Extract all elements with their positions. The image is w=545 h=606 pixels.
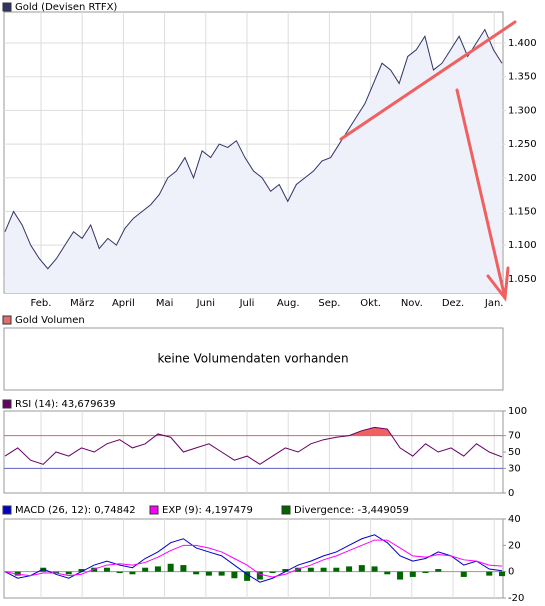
- legend-label: EXP (9): 4,197479: [162, 505, 253, 516]
- x-tick-label: April: [112, 298, 135, 309]
- divergence-bar: [78, 569, 85, 572]
- x-tick-label: Dez.: [442, 298, 464, 309]
- divergence-bar: [91, 567, 98, 572]
- divergence-bar: [103, 567, 110, 572]
- divergence-bar: [282, 569, 289, 572]
- divergence-bar: [14, 571, 21, 576]
- divergence-bar: [154, 566, 161, 572]
- divergence-bar: [142, 567, 149, 572]
- x-tick-label: Nov.: [401, 298, 423, 309]
- legend-label: Gold Volumen: [15, 315, 85, 326]
- panel-frame: [3, 327, 504, 391]
- y-tick-label: 0: [508, 488, 514, 499]
- x-tick-label: Feb.: [31, 298, 52, 309]
- divergence-bar: [307, 567, 314, 572]
- divergence-bar: [193, 571, 200, 575]
- legend-label: Divergence: -3,449059: [294, 505, 409, 516]
- x-tick-label: Okt.: [360, 298, 381, 309]
- y-tick-label: 70: [508, 431, 521, 442]
- macd-line: [4, 534, 503, 583]
- price-line: [4, 28, 503, 270]
- divergence-bar: [499, 571, 505, 577]
- y-tick-label: 30: [508, 463, 521, 474]
- divergence-bar: [460, 571, 467, 577]
- x-tick-label: Sep.: [318, 298, 340, 309]
- divergence-bar: [167, 563, 174, 572]
- no-data-message: keine Volumendaten vorhanden: [157, 352, 348, 366]
- y-tick-label: 20: [508, 540, 521, 551]
- exp-line: [4, 539, 503, 578]
- divergence-bar: [256, 571, 263, 580]
- divergence-bar: [40, 567, 47, 572]
- y-tick-label: 1.200: [508, 173, 537, 184]
- panel-frame: [3, 410, 504, 494]
- legend-swatch: [2, 315, 12, 325]
- divergence-bar: [269, 571, 276, 573]
- arrow-shaft: [455, 88, 507, 300]
- legend-label: RSI (14): 43,679639: [15, 399, 116, 410]
- rsi-line: [4, 426, 503, 465]
- y-tick-label: 1.300: [508, 105, 537, 116]
- divergence-bar: [180, 565, 187, 572]
- divergence-bar: [358, 565, 365, 572]
- divergence-bar: [422, 571, 429, 573]
- legend-label: MACD (26, 12): 0,74842: [15, 505, 136, 516]
- y-tick-label: 1.400: [508, 38, 537, 49]
- y-tick-label: 1.100: [508, 240, 537, 251]
- legend-swatch: [149, 505, 159, 515]
- divergence-bar: [333, 567, 340, 572]
- divergence-bar: [244, 571, 251, 581]
- y-tick-label: 40: [508, 514, 521, 525]
- divergence-bar: [52, 571, 59, 573]
- legend-label: Gold (Devisen RTFX): [15, 2, 117, 13]
- divergence-bar: [371, 566, 378, 572]
- divergence-bar: [346, 566, 353, 572]
- arrow-head: [486, 266, 510, 302]
- x-tick-label: Mai: [156, 298, 174, 309]
- x-tick-label: Juni: [196, 298, 215, 309]
- divergence-bar: [486, 571, 493, 576]
- y-tick-label: 1.350: [508, 72, 537, 83]
- divergence-bar: [384, 571, 391, 575]
- price-area: [5, 29, 502, 293]
- x-tick-label: Aug.: [277, 298, 300, 309]
- legend-swatch: [2, 505, 12, 515]
- legend-swatch: [2, 399, 12, 409]
- y-tick-label: -20: [508, 593, 524, 604]
- y-tick-label: 1.250: [508, 139, 537, 150]
- divergence-bar: [129, 571, 136, 575]
- divergence-bar: [397, 571, 404, 580]
- legend-swatch: [281, 505, 291, 515]
- panel-frame: [3, 518, 504, 599]
- divergence-bar: [231, 571, 238, 579]
- y-tick-label: 1.150: [508, 206, 537, 217]
- divergence-bar: [435, 569, 442, 572]
- divergence-bar: [205, 571, 212, 576]
- divergence-bar: [218, 571, 225, 576]
- legend-swatch: [2, 2, 12, 12]
- y-tick-label: 100: [508, 406, 527, 417]
- y-tick-label: 50: [508, 447, 521, 458]
- x-tick-label: Jan.: [484, 298, 504, 309]
- y-tick-label: 0: [508, 567, 514, 578]
- y-tick-label: 1.050: [508, 274, 537, 285]
- x-tick-label: Juli: [239, 298, 255, 309]
- overbought-fill: [155, 427, 392, 436]
- x-tick-label: März: [70, 298, 94, 309]
- divergence-bar: [409, 571, 416, 577]
- trend-line: [339, 20, 517, 141]
- divergence-bar: [116, 571, 123, 573]
- divergence-bar: [65, 571, 72, 575]
- divergence-bar: [320, 567, 327, 572]
- divergence-bar: [295, 567, 302, 572]
